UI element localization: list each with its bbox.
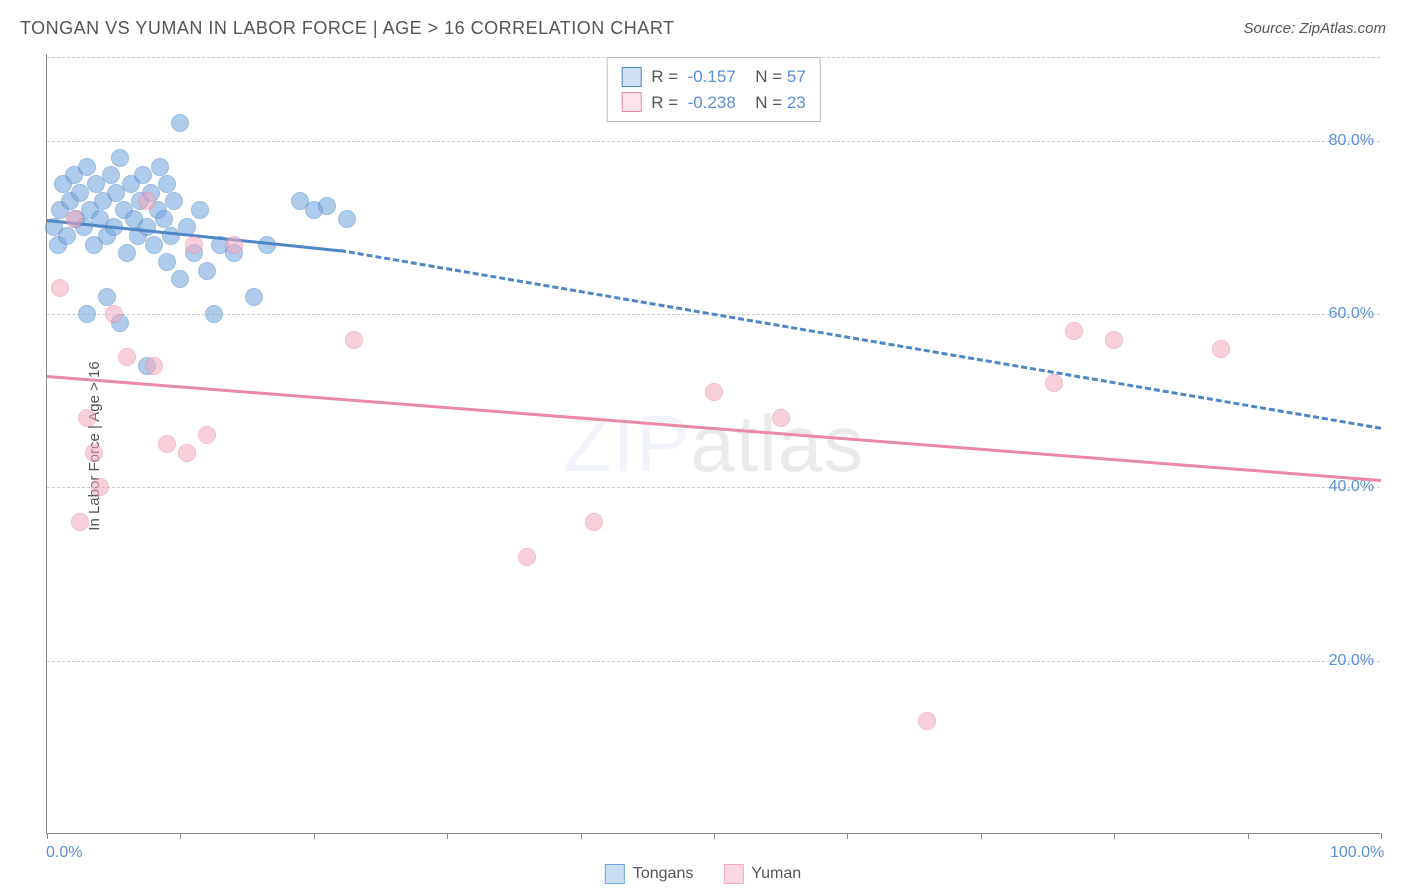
- legend-label: Tongans: [633, 865, 694, 883]
- swatch-icon: [621, 67, 641, 87]
- data-point: [158, 435, 176, 453]
- data-point: [51, 279, 69, 297]
- gridline: [47, 487, 1380, 488]
- x-tick: [1248, 833, 1249, 839]
- data-point: [585, 513, 603, 531]
- y-tick-label: 60.0%: [1329, 305, 1374, 323]
- data-point: [118, 348, 136, 366]
- data-point: [185, 236, 203, 254]
- data-point: [165, 192, 183, 210]
- title-bar: TONGAN VS YUMAN IN LABOR FORCE | AGE > 1…: [20, 18, 1386, 39]
- data-point: [162, 227, 180, 245]
- x-axis-label-left: 0.0%: [46, 844, 82, 862]
- data-point: [111, 149, 129, 167]
- data-point: [171, 114, 189, 132]
- x-axis-label-right: 100.0%: [1330, 844, 1384, 862]
- data-point: [145, 357, 163, 375]
- data-point: [118, 244, 136, 262]
- data-point: [1105, 331, 1123, 349]
- x-tick: [847, 833, 848, 839]
- data-point: [138, 192, 156, 210]
- source-label: Source: ZipAtlas.com: [1243, 20, 1386, 37]
- legend-item: Tongans: [605, 864, 694, 884]
- x-tick: [714, 833, 715, 839]
- data-point: [98, 288, 116, 306]
- data-point: [1065, 322, 1083, 340]
- data-point: [78, 305, 96, 323]
- y-tick-label: 80.0%: [1329, 132, 1374, 150]
- data-point: [151, 158, 169, 176]
- x-tick: [47, 833, 48, 839]
- x-tick: [1114, 833, 1115, 839]
- y-tick-label: 20.0%: [1329, 652, 1374, 670]
- r-label: R = -0.157: [651, 64, 736, 90]
- data-point: [102, 166, 120, 184]
- data-point: [71, 184, 89, 202]
- swatch-icon: [621, 92, 641, 112]
- n-label: N = 57: [746, 64, 806, 90]
- data-point: [198, 426, 216, 444]
- data-point: [58, 227, 76, 245]
- swatch-icon: [605, 864, 625, 884]
- x-tick: [981, 833, 982, 839]
- data-point: [71, 513, 89, 531]
- data-point: [1212, 340, 1230, 358]
- gridline: [47, 141, 1380, 142]
- data-point: [155, 210, 173, 228]
- legend-item: Yuman: [723, 864, 801, 884]
- plot-area: ZIPatlas 20.0% 40.0% 60.0% 80.0% R = -0.157 …: [46, 54, 1380, 834]
- swatch-icon: [723, 864, 743, 884]
- data-point: [158, 253, 176, 271]
- legend-label: Yuman: [751, 865, 801, 883]
- data-point: [85, 444, 103, 462]
- data-point: [205, 305, 223, 323]
- y-tick-label: 40.0%: [1329, 478, 1374, 496]
- data-point: [1045, 374, 1063, 392]
- data-point: [338, 210, 356, 228]
- x-tick: [447, 833, 448, 839]
- data-point: [705, 383, 723, 401]
- n-label: N = 23: [746, 90, 806, 116]
- stats-legend: R = -0.157 N = 57R = -0.238 N = 23: [606, 57, 821, 122]
- gridline: [47, 661, 1380, 662]
- x-tick: [180, 833, 181, 839]
- data-point: [65, 210, 83, 228]
- r-label: R = -0.238: [651, 90, 736, 116]
- data-point: [191, 201, 209, 219]
- data-point: [772, 409, 790, 427]
- x-tick: [314, 833, 315, 839]
- stats-row: R = -0.157 N = 57: [621, 64, 806, 90]
- data-point: [134, 166, 152, 184]
- data-point: [245, 288, 263, 306]
- data-point: [225, 236, 243, 254]
- data-point: [198, 262, 216, 280]
- data-point: [171, 270, 189, 288]
- data-point: [158, 175, 176, 193]
- data-point: [78, 158, 96, 176]
- data-point: [178, 444, 196, 462]
- data-point: [145, 236, 163, 254]
- data-point: [78, 409, 96, 427]
- legend-bottom: Tongans Yuman: [605, 864, 801, 884]
- watermark: ZIPatlas: [563, 398, 864, 490]
- trend-line: [340, 249, 1381, 430]
- x-tick: [581, 833, 582, 839]
- chart-title: TONGAN VS YUMAN IN LABOR FORCE | AGE > 1…: [20, 18, 674, 39]
- data-point: [105, 305, 123, 323]
- data-point: [318, 197, 336, 215]
- data-point: [91, 478, 109, 496]
- data-point: [345, 331, 363, 349]
- data-point: [138, 218, 156, 236]
- data-point: [918, 712, 936, 730]
- stats-row: R = -0.238 N = 23: [621, 90, 806, 116]
- x-tick: [1381, 833, 1382, 839]
- data-point: [518, 548, 536, 566]
